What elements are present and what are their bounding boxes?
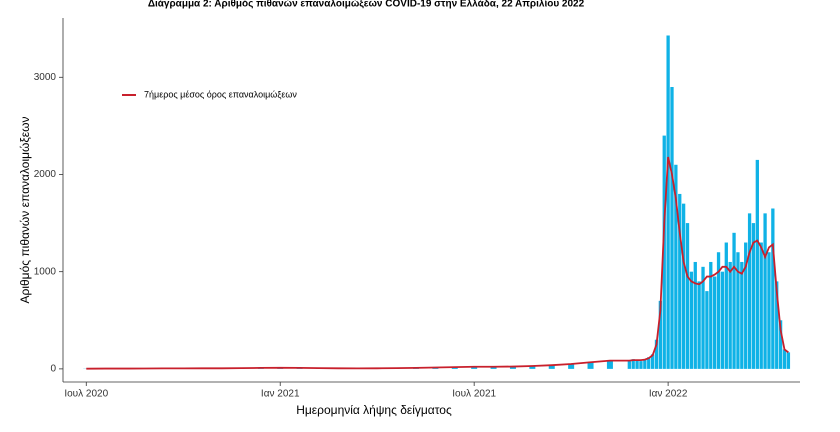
bar: [747, 213, 752, 369]
bar: [643, 359, 647, 369]
bar: [568, 364, 575, 369]
bar: [701, 266, 705, 369]
bar: [759, 242, 763, 369]
bar: [724, 242, 728, 369]
bar: [705, 291, 709, 369]
bar: [751, 223, 756, 369]
bar: [548, 364, 555, 369]
bar: [709, 261, 713, 369]
bar: [490, 366, 497, 369]
bar: [740, 261, 744, 369]
bar: [689, 271, 694, 369]
bar: [736, 252, 740, 369]
bar: [678, 193, 682, 369]
bar: [587, 362, 594, 369]
bar: [666, 35, 670, 369]
bar: [778, 320, 783, 369]
bar: [647, 357, 651, 369]
bar: [693, 261, 697, 369]
x-tick-label: Ιουλ 2020: [64, 389, 108, 400]
bar: [755, 159, 759, 369]
bar: [720, 271, 725, 369]
y-axis-title: Αριθμός πιθανών επαναλοιμώξεων: [18, 116, 32, 303]
bar: [650, 354, 655, 369]
bar: [732, 232, 736, 369]
y-tick-label: 1000: [34, 266, 57, 277]
bar: [728, 261, 732, 369]
bar: [529, 365, 536, 369]
legend-label: 7ήμερος μέσος όρος επαναλοιμώξεων: [144, 89, 297, 99]
bar: [767, 252, 771, 369]
bar: [775, 281, 779, 369]
bar: [782, 349, 787, 369]
bar: [509, 366, 516, 369]
y-tick-label: 2000: [34, 169, 57, 180]
bar: [786, 352, 791, 369]
x-tick-label: Ιαν 2022: [649, 389, 688, 400]
line: [86, 156, 789, 370]
bar: [471, 366, 478, 369]
bar: [697, 281, 701, 369]
y-tick-label: 0: [50, 364, 56, 375]
bar: [631, 359, 635, 369]
x-tick-label: Ιαν 2021: [261, 389, 300, 400]
bar: [606, 360, 613, 369]
y-tick-label: 3000: [34, 72, 57, 83]
chart-title: Διάγραμμα 2: Αριθμός πιθανών επαναλοιμώξ…: [148, 0, 585, 10]
bar: [716, 252, 721, 369]
bar: [654, 339, 659, 369]
bar: [639, 361, 643, 369]
bar: [713, 276, 717, 369]
bar: [771, 208, 775, 369]
bar: [662, 135, 666, 369]
x-axis-title: Ημερομηνία λήψης δείγματος: [296, 403, 452, 417]
bar: [763, 213, 767, 369]
x-tick-label: Ιουλ 2021: [452, 389, 496, 400]
bar: [681, 203, 686, 369]
bar: [627, 361, 631, 369]
bar: [674, 164, 678, 369]
bar: [670, 87, 674, 369]
bar: [744, 242, 748, 369]
bar: [658, 300, 663, 369]
bar: [635, 360, 639, 369]
bar: [685, 223, 690, 369]
